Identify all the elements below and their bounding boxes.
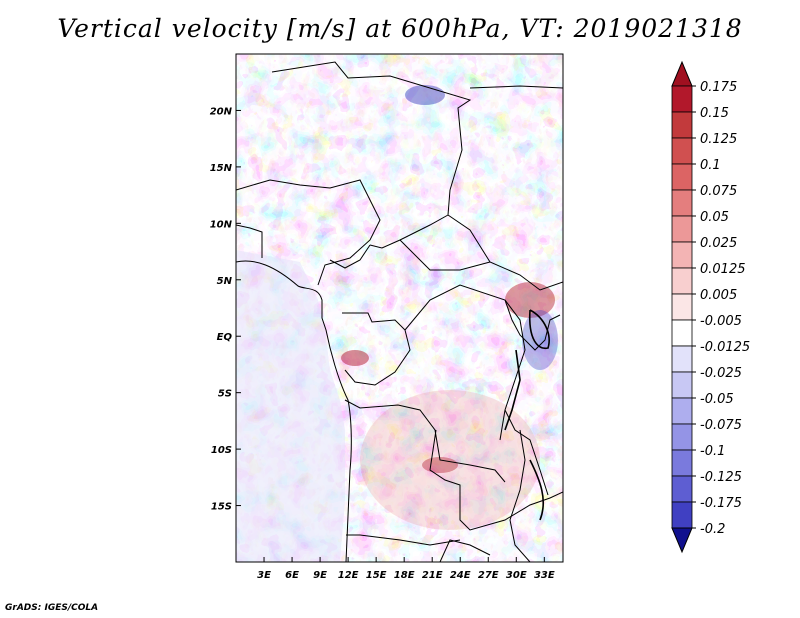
lat-tick-label: 15S	[211, 502, 232, 513]
latitude-axis: 20N 15N 10N 5N EQ 5S 10S 15S	[210, 106, 241, 513]
colorbar-swatch	[671, 345, 693, 373]
colorbar-label: 0.025	[700, 236, 737, 251]
colorbar-swatch	[671, 501, 693, 529]
strong-updraft-spot	[341, 350, 369, 366]
land-updraft-area	[360, 390, 540, 530]
colorbar-label: 0.1	[700, 158, 721, 173]
colorbar-swatch	[671, 423, 693, 451]
colorbar-label: -0.0125	[700, 340, 750, 355]
colorbar-swatch	[671, 111, 693, 139]
colorbar-swatch	[671, 319, 693, 347]
credit-text: GrADS: IGES/COLA	[5, 603, 99, 613]
colorbar-swatch	[671, 189, 693, 217]
colorbar-label: 0.075	[700, 184, 737, 199]
colorbar-swatch	[671, 397, 693, 425]
colorbar-label: 0.175	[700, 80, 737, 95]
lat-tick-label: 10N	[210, 219, 233, 230]
lon-tick-label: 33E	[534, 570, 555, 581]
ocean-shading	[236, 250, 345, 562]
strong-updraft-spot	[505, 282, 555, 318]
lon-tick-label: 24E	[450, 570, 471, 581]
colorbar-label: 0.15	[700, 106, 729, 121]
colorbar-label: -0.025	[700, 366, 742, 381]
colorbar-swatch	[671, 267, 693, 295]
colorbar-label: -0.175	[700, 496, 742, 511]
colorbar-swatch	[671, 215, 693, 243]
colorbar: 0.175 0.15 0.125 0.1 0.075 0.05 0.025 0.0125 0.0…	[671, 60, 750, 554]
colorbar-label: 0.0125	[700, 262, 746, 277]
colorbar-label: 0.005	[700, 288, 737, 303]
colorbar-swatch	[671, 449, 693, 477]
lon-tick-label: 9E	[313, 570, 327, 581]
colorbar-label: -0.125	[700, 470, 742, 485]
colorbar-swatch	[671, 163, 693, 191]
colorbar-bottom-arrow	[671, 527, 693, 554]
lat-tick-label: 15N	[210, 163, 233, 174]
colorbar-label: -0.1	[700, 444, 725, 459]
lon-tick-label: 21E	[422, 570, 443, 581]
lat-tick-label: 20N	[210, 106, 233, 117]
lat-tick-label: 5S	[218, 389, 232, 400]
colorbar-swatch	[671, 293, 693, 321]
lon-tick-label: 18E	[394, 570, 415, 581]
map-title: Vertical velocity [m/s] at 600hPa, VT: 2…	[57, 14, 743, 43]
colorbar-label: -0.2	[700, 522, 725, 537]
political-borders	[236, 61, 563, 562]
colorbar-label: -0.075	[700, 418, 742, 433]
colorbar-swatch	[671, 371, 693, 399]
colorbar-swatch	[671, 137, 693, 165]
lat-tick-label: EQ	[217, 332, 233, 343]
lon-tick-label: 30E	[506, 570, 527, 581]
map-frame	[235, 53, 564, 563]
lon-tick-label: 12E	[338, 570, 359, 581]
colorbar-label: 0.125	[700, 132, 737, 147]
colorbar-top-arrow	[671, 60, 693, 87]
colorbar-swatch	[671, 475, 693, 503]
lon-tick-label: 6E	[285, 570, 299, 581]
lat-tick-label: 10S	[211, 445, 232, 456]
strong-downdraft-spot	[405, 85, 445, 105]
colorbar-label: -0.05	[700, 392, 734, 407]
map-panel	[235, 53, 564, 563]
lon-tick-label: 3E	[257, 570, 271, 581]
lakes	[504, 309, 550, 521]
lon-tick-label: 15E	[366, 570, 387, 581]
colorbar-label: 0.05	[700, 210, 729, 225]
colorbar-swatch	[671, 85, 693, 113]
lon-tick-label: 27E	[478, 570, 499, 581]
colorbar-label: -0.005	[700, 314, 742, 329]
colorbar-swatch	[671, 241, 693, 269]
lat-tick-label: 5N	[217, 276, 233, 287]
longitude-axis: 3E 6E 9E 12E 15E 18E 21E 24E 27E 30E 33E	[257, 557, 555, 581]
